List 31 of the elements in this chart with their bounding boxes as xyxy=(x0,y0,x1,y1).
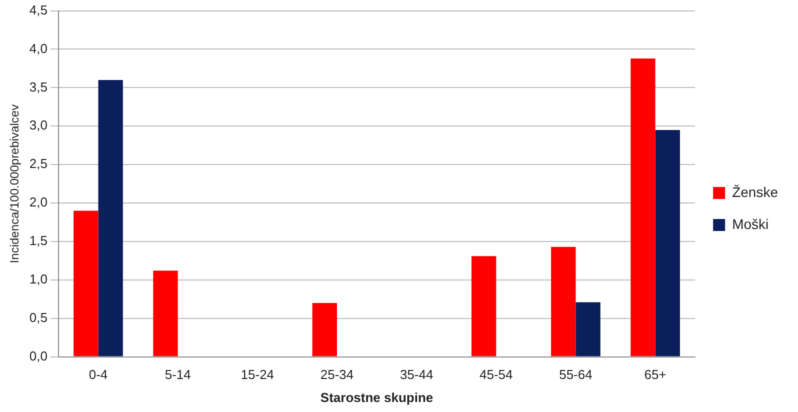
y-tick-label: 1,5 xyxy=(29,233,48,248)
bar xyxy=(74,210,98,356)
y-tick-label: 3,0 xyxy=(29,118,48,133)
y-tick-label: 2,0 xyxy=(29,194,48,210)
x-tick-label: 55-64 xyxy=(559,367,592,382)
x-tick-label: 65+ xyxy=(644,367,666,382)
x-tick-label: 25-34 xyxy=(320,367,354,382)
bar xyxy=(630,58,656,356)
x-tick-label: 0-4 xyxy=(88,367,108,382)
y-tick-label: 0,0 xyxy=(29,348,48,364)
legend-label: Moški xyxy=(732,216,769,232)
x-tick-label: 5-14 xyxy=(164,367,191,382)
bar xyxy=(98,80,123,356)
y-tick-label: 4,0 xyxy=(29,40,48,56)
bar xyxy=(312,302,337,356)
bar xyxy=(576,302,600,356)
y-tick-label: 4,5 xyxy=(29,2,48,18)
y-tick-label: 1,0 xyxy=(29,271,48,286)
x-axis-title: Starostne skupine xyxy=(320,390,434,405)
y-tick-label: 0,5 xyxy=(29,310,48,325)
x-tick-label: 15-24 xyxy=(240,367,274,382)
bar xyxy=(471,256,496,356)
legend-label: Ženske xyxy=(732,184,778,200)
x-tick-label: 45-54 xyxy=(480,367,513,382)
y-tick-label: 2,5 xyxy=(29,156,48,172)
bar xyxy=(153,270,178,356)
bar xyxy=(551,246,576,356)
y-axis-title: Incidenca/100.000prebivalcev xyxy=(8,104,22,264)
y-tick-label: 3,5 xyxy=(29,79,48,94)
x-tick-label: 35-44 xyxy=(400,367,434,382)
bar xyxy=(655,130,680,356)
